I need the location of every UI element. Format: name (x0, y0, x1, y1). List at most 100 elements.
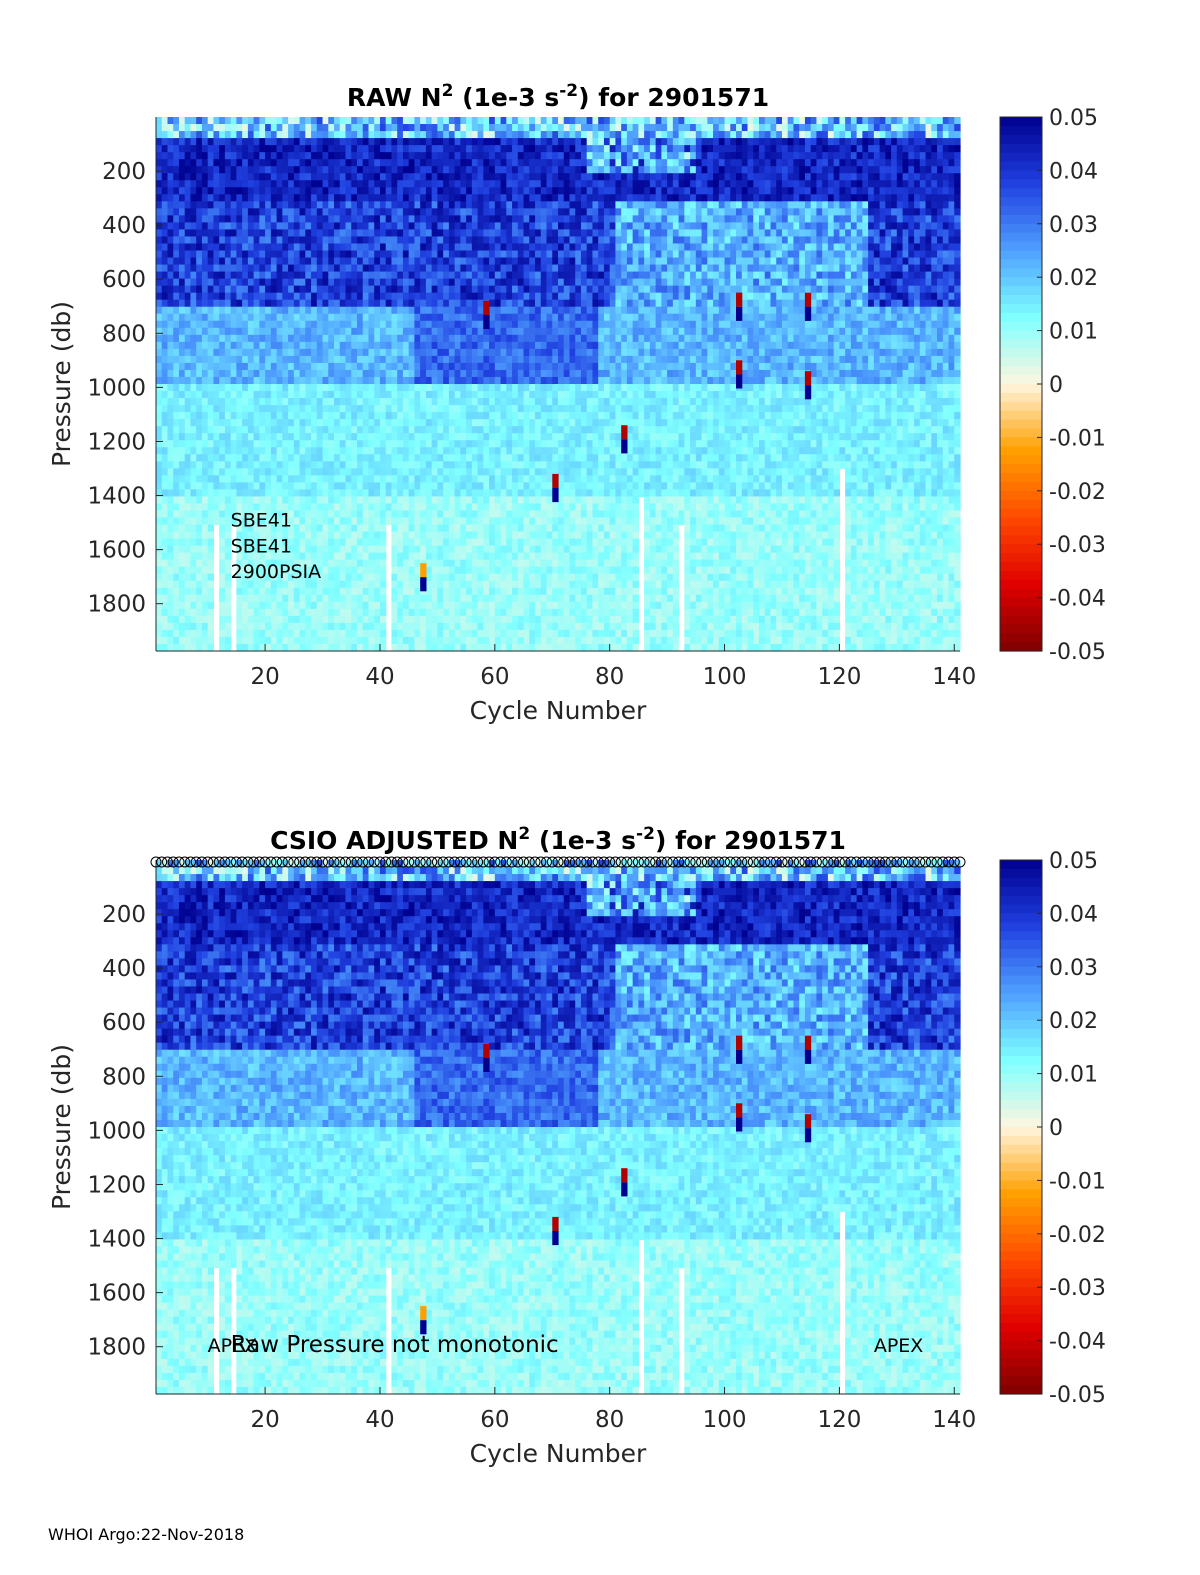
heatmap-cell (363, 321, 369, 329)
heatmap-cell (248, 489, 254, 497)
heatmap-cell (167, 447, 173, 455)
heatmap-cell (368, 187, 374, 195)
heatmap-cell (414, 342, 420, 350)
heatmap-cell (265, 222, 271, 230)
heatmap-cell (380, 251, 386, 259)
heatmap-cell (311, 482, 317, 490)
heatmap-cell (271, 616, 277, 624)
heatmap-cell (259, 405, 265, 413)
heatmap-cell (420, 405, 426, 413)
heatmap-cell (242, 644, 248, 652)
heatmap-cell (380, 293, 386, 301)
heatmap-cell (219, 229, 225, 237)
heatmap-cell (265, 131, 271, 139)
heatmap-cell (449, 194, 455, 202)
heatmap-cell (449, 588, 455, 596)
heatmap-cell (489, 609, 495, 617)
heatmap-cell (420, 187, 426, 195)
heatmap-cell (455, 412, 461, 420)
heatmap-cell (346, 265, 352, 273)
heatmap-cell (156, 272, 162, 280)
heatmap-cell (202, 461, 208, 469)
heatmap-cell (219, 173, 225, 181)
heatmap-cell (334, 546, 340, 554)
heatmap-cell (254, 609, 260, 617)
heatmap-cell (242, 419, 248, 427)
heatmap-cell (305, 335, 311, 343)
heatmap-cell (437, 539, 443, 547)
heatmap-cell (248, 412, 254, 420)
heatmap-cell (323, 152, 329, 160)
heatmap-cell (403, 356, 409, 364)
heatmap-cell (162, 405, 168, 413)
heatmap-cell (368, 595, 374, 603)
heatmap-cell (466, 468, 472, 476)
heatmap-cell (300, 349, 306, 357)
heatmap-cell (443, 377, 449, 385)
heatmap-cell (409, 321, 415, 329)
heatmap-cell (414, 251, 420, 259)
heatmap-cell (426, 440, 432, 448)
heatmap-cell (397, 567, 403, 575)
heatmap-cell (277, 440, 283, 448)
heatmap-cell (466, 482, 472, 490)
heatmap-cell (346, 300, 352, 308)
heatmap-cell (455, 637, 461, 645)
heatmap-cell (156, 496, 162, 504)
heatmap-cell (455, 560, 461, 568)
heatmap-cell (259, 229, 265, 237)
heatmap-cell (173, 222, 179, 230)
heatmap-cell (185, 215, 191, 223)
heatmap-cell (294, 489, 300, 497)
heatmap-cell (357, 243, 363, 251)
heatmap-cell (466, 258, 472, 266)
heatmap-cell (351, 124, 357, 132)
heatmap-cell (265, 377, 271, 385)
heatmap-cell (179, 229, 185, 237)
heatmap-cell (449, 609, 455, 617)
heatmap-cell (156, 602, 162, 610)
heatmap-cell (357, 546, 363, 554)
heatmap-cell (254, 356, 260, 364)
heatmap-cell (420, 496, 426, 504)
heatmap-cell (254, 258, 260, 266)
heatmap-cell (443, 335, 449, 343)
heatmap-cell (437, 342, 443, 350)
heatmap-cell (380, 229, 386, 237)
heatmap-cell (443, 475, 449, 483)
heatmap-cell (380, 482, 386, 490)
heatmap-cell (334, 328, 340, 336)
heatmap-cell (294, 215, 300, 223)
heatmap-cell (288, 468, 294, 476)
heatmap-cell (248, 609, 254, 617)
heatmap-cell (328, 243, 334, 251)
heatmap-cell (437, 173, 443, 181)
heatmap-cell (277, 637, 283, 645)
heatmap-cell (202, 419, 208, 427)
heatmap-cell (277, 475, 283, 483)
heatmap-cell (300, 595, 306, 603)
heatmap-cell (323, 539, 329, 547)
heatmap-cell (213, 377, 219, 385)
heatmap-cell (282, 335, 288, 343)
heatmap-cell (420, 553, 426, 561)
heatmap-cell (277, 236, 283, 244)
heatmap-cell (472, 152, 478, 160)
heatmap-cell (259, 433, 265, 441)
heatmap-cell (294, 447, 300, 455)
heatmap-cell (483, 574, 489, 582)
heatmap-cell (351, 454, 357, 462)
heatmap-cell (305, 166, 311, 174)
heatmap-cell (202, 518, 208, 526)
heatmap-cell (374, 166, 380, 174)
heatmap-cell (288, 440, 294, 448)
heatmap-cell (219, 433, 225, 441)
heatmap-cell (254, 335, 260, 343)
heatmap-cell (414, 173, 420, 181)
heatmap-cell (282, 482, 288, 490)
heatmap-cell (305, 461, 311, 469)
heatmap-cell (368, 349, 374, 357)
heatmap-cell (328, 447, 334, 455)
heatmap-cell (466, 131, 472, 139)
heatmap-cell (397, 447, 403, 455)
